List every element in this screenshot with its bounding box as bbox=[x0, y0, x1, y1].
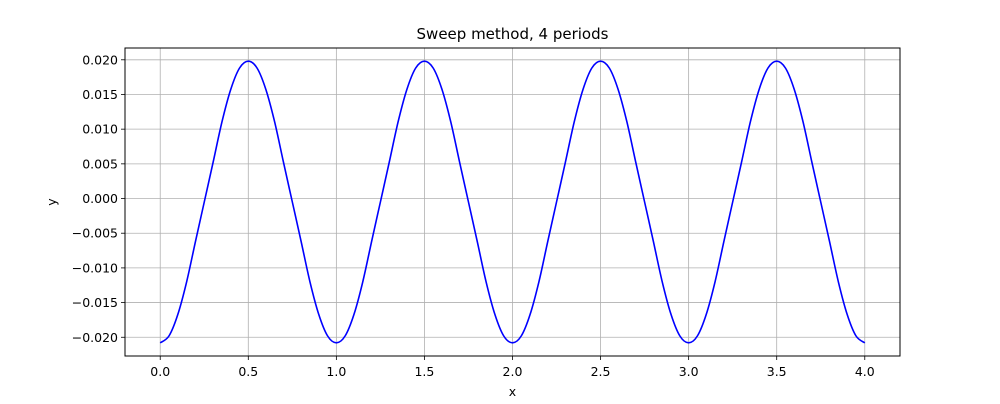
y-tick-label: −0.005 bbox=[72, 226, 118, 241]
x-tick-label: 3.0 bbox=[679, 364, 699, 379]
x-tick-label: 1.0 bbox=[326, 364, 346, 379]
y-tick-label: −0.010 bbox=[72, 260, 118, 275]
series-line-0 bbox=[159, 60, 866, 344]
y-tick-label: −0.020 bbox=[72, 330, 118, 345]
x-tick-label: 0.0 bbox=[150, 364, 170, 379]
axis-ticks: 0.0 0.5 1.0 1.5 2.0 2.5 3.0 3.5 4.0 −0.020 −0.015 −… bbox=[72, 52, 875, 379]
x-tick-label: 1.5 bbox=[414, 364, 434, 379]
y-tick-label: 0.000 bbox=[82, 191, 118, 206]
y-axis-label: y bbox=[44, 198, 59, 206]
x-tick-label: 4.0 bbox=[855, 364, 875, 379]
x-tick-label: 2.0 bbox=[503, 364, 523, 379]
y-tick-label: −0.015 bbox=[72, 295, 118, 310]
y-tick-label: 0.005 bbox=[82, 156, 118, 171]
x-tick-label: 3.5 bbox=[767, 364, 787, 379]
y-tick-label: 0.020 bbox=[82, 52, 118, 67]
chart-title: Sweep method, 4 periods bbox=[417, 25, 609, 43]
x-axis-label: x bbox=[509, 384, 516, 399]
x-tick-label: 0.5 bbox=[238, 364, 258, 379]
y-tick-label: 0.010 bbox=[82, 122, 118, 137]
series-layer bbox=[159, 60, 866, 344]
x-tick-label: 2.5 bbox=[591, 364, 611, 379]
grid-lines bbox=[125, 48, 900, 356]
y-tick-label: 0.015 bbox=[82, 87, 118, 102]
